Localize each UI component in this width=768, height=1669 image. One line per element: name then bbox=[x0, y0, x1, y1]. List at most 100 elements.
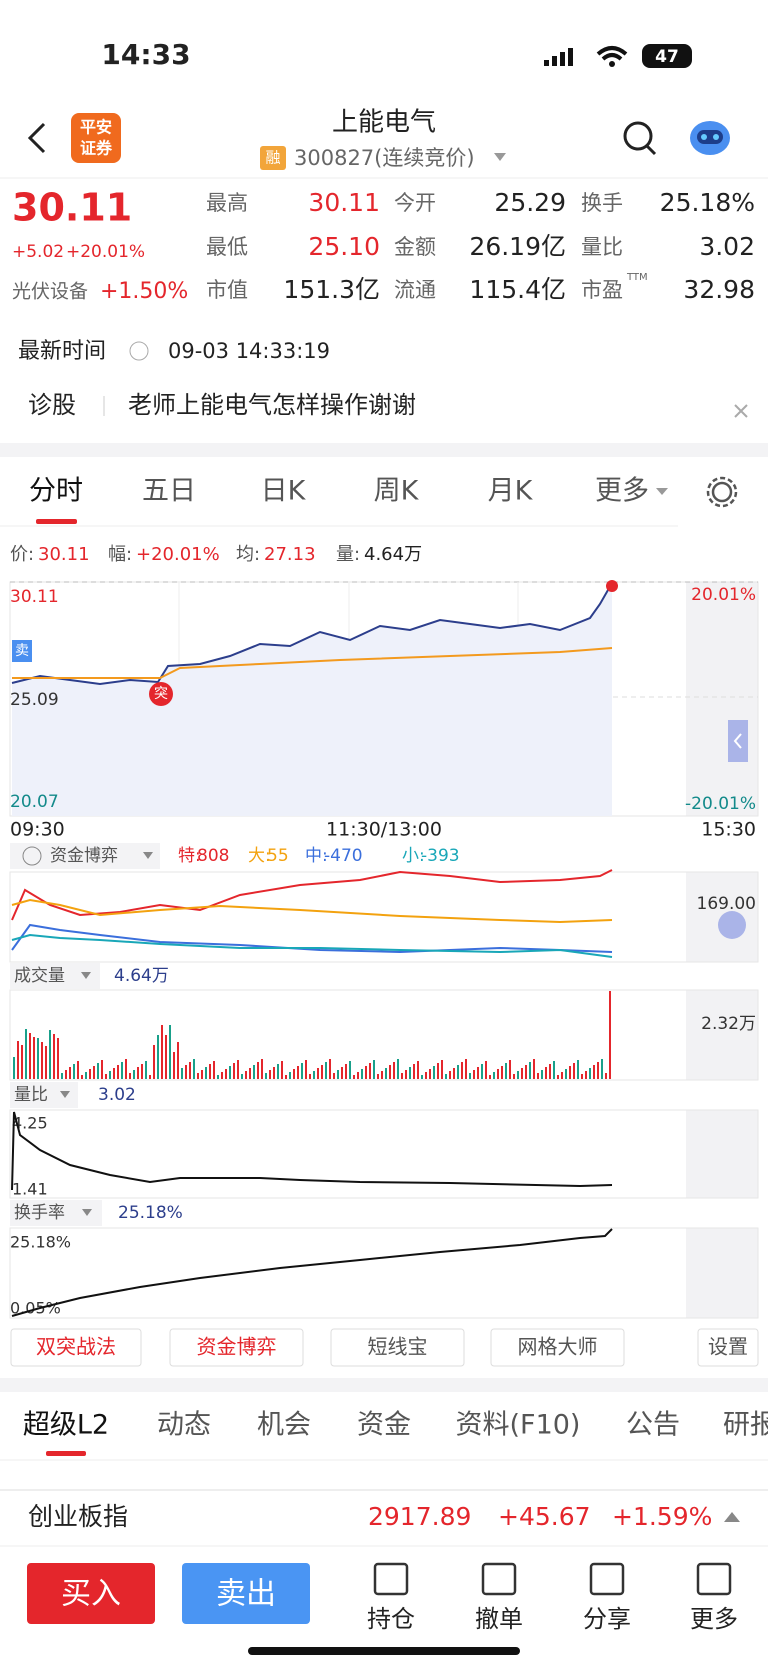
medium-flow-line bbox=[11, 923, 613, 954]
dropdown-arrow[interactable] bbox=[494, 153, 506, 161]
collapse-button[interactable] bbox=[728, 720, 748, 762]
volume-bar bbox=[537, 1073, 539, 1079]
stat-value: 32.98 bbox=[683, 275, 755, 304]
volume-bar bbox=[341, 1067, 343, 1079]
volume-bar bbox=[41, 1042, 43, 1079]
search-icon[interactable] bbox=[623, 121, 653, 151]
volume-bar bbox=[553, 1061, 555, 1079]
volume-bar bbox=[417, 1061, 419, 1079]
action-icon[interactable] bbox=[589, 1562, 625, 1596]
more-arrow[interactable] bbox=[656, 488, 668, 495]
info-tab[interactable]: 资料(F10) bbox=[456, 1410, 581, 1441]
fund-value: -393 bbox=[421, 846, 460, 866]
volume-bar bbox=[97, 1063, 99, 1079]
volume-bar bbox=[49, 1030, 51, 1079]
volume-bar bbox=[181, 1068, 183, 1079]
volume-bar bbox=[305, 1060, 307, 1079]
stat-label: 量比 bbox=[581, 235, 623, 259]
expand-button[interactable] bbox=[718, 911, 746, 939]
close-icon[interactable] bbox=[734, 404, 748, 418]
chart-tab[interactable]: 日K bbox=[261, 476, 307, 507]
feature-button[interactable] bbox=[169, 1328, 304, 1367]
info-tab[interactable]: 研报 bbox=[723, 1410, 768, 1441]
volume-bar bbox=[213, 1061, 215, 1079]
assistant-icon[interactable] bbox=[690, 121, 730, 155]
time-label: 15:30 bbox=[701, 819, 756, 841]
volume-bar bbox=[77, 1061, 79, 1079]
index-change-pct: +1.59% bbox=[612, 1502, 712, 1531]
sell-button[interactable] bbox=[182, 1563, 310, 1624]
volume-bar bbox=[521, 1068, 523, 1079]
volume-bar bbox=[309, 1074, 311, 1079]
chart-tab[interactable]: 五日 bbox=[142, 476, 196, 507]
volume-bar bbox=[133, 1070, 135, 1079]
panel-low: 1.41 bbox=[12, 1180, 48, 1199]
chart-tab[interactable]: 更多 bbox=[595, 476, 649, 507]
volume-bar bbox=[201, 1070, 203, 1079]
volume-bar bbox=[61, 1073, 63, 1079]
info-tab[interactable]: 机会 bbox=[257, 1410, 311, 1441]
broker-logo bbox=[71, 113, 121, 163]
volume-bar bbox=[557, 1075, 559, 1079]
action-icon[interactable] bbox=[373, 1562, 409, 1596]
volume-bar bbox=[293, 1069, 295, 1079]
volume-bar bbox=[165, 1035, 167, 1079]
info-tab[interactable]: 超级L2 bbox=[23, 1410, 109, 1441]
action-icon[interactable] bbox=[696, 1562, 732, 1596]
logo-text: 平安 bbox=[80, 118, 112, 137]
price-change: +5.02 bbox=[12, 242, 64, 262]
volume-bar bbox=[577, 1060, 579, 1079]
settings-icon[interactable] bbox=[711, 481, 733, 503]
volume-bar bbox=[233, 1063, 235, 1079]
info-tab[interactable]: 资金 bbox=[357, 1410, 411, 1441]
action-icon[interactable] bbox=[481, 1562, 517, 1596]
volume-bar bbox=[353, 1075, 355, 1079]
volume-bar bbox=[373, 1060, 375, 1079]
volume-bar bbox=[245, 1071, 247, 1079]
stock-code: 300827(连续竞价) bbox=[294, 146, 475, 170]
info-value: 4.64万 bbox=[364, 544, 422, 565]
margin-badge bbox=[260, 146, 286, 170]
info-value: 27.13 bbox=[264, 544, 316, 565]
feature-button[interactable] bbox=[330, 1328, 465, 1367]
feature-button[interactable] bbox=[697, 1328, 759, 1367]
info-tab[interactable]: 公告 bbox=[626, 1410, 680, 1441]
volume-bar bbox=[585, 1071, 587, 1079]
feature-button[interactable] bbox=[10, 1328, 142, 1367]
feature-button[interactable] bbox=[490, 1328, 625, 1367]
chart-tab[interactable]: 月K bbox=[488, 476, 534, 507]
volume-bar bbox=[473, 1070, 475, 1079]
volume-bar bbox=[197, 1073, 199, 1079]
diagnosis-text[interactable]: 老师上能电气怎样操作谢谢 bbox=[128, 391, 416, 419]
volume-bar bbox=[489, 1075, 491, 1079]
super-flow-line bbox=[11, 869, 613, 921]
volume-bar bbox=[121, 1062, 123, 1079]
fund-item: 特: bbox=[178, 846, 201, 866]
update-label: 最新时间 bbox=[18, 339, 106, 364]
chart-tab[interactable]: 分时 bbox=[29, 476, 83, 507]
volume-bar bbox=[209, 1064, 211, 1079]
chart-tab[interactable]: 周K bbox=[374, 476, 420, 507]
panel-title: 资金博弈 bbox=[50, 846, 118, 866]
buy-button[interactable] bbox=[27, 1563, 155, 1624]
volume-bar bbox=[441, 1060, 443, 1079]
panel-high: 25.18% bbox=[10, 1233, 71, 1252]
index-bar[interactable] bbox=[0, 1490, 768, 1546]
volume-bar bbox=[189, 1062, 191, 1079]
volume-bar bbox=[21, 1045, 23, 1079]
future-area bbox=[686, 582, 758, 816]
volume-bar bbox=[505, 1063, 507, 1079]
index-name: 创业板指 bbox=[28, 1502, 128, 1531]
pct-label-high: 20.01% bbox=[691, 585, 756, 605]
info-label: 均: bbox=[236, 544, 260, 565]
volume-bar bbox=[333, 1073, 335, 1079]
volume-bar bbox=[445, 1074, 447, 1079]
back-button[interactable] bbox=[27, 122, 46, 154]
volume-bar bbox=[497, 1069, 499, 1079]
volume-bar bbox=[321, 1065, 323, 1079]
info-tab[interactable]: 动态 bbox=[157, 1410, 211, 1441]
separator bbox=[0, 443, 768, 457]
action-label: 分享 bbox=[583, 1605, 631, 1633]
volume-bar bbox=[485, 1061, 487, 1079]
info-icon[interactable] bbox=[129, 341, 149, 361]
